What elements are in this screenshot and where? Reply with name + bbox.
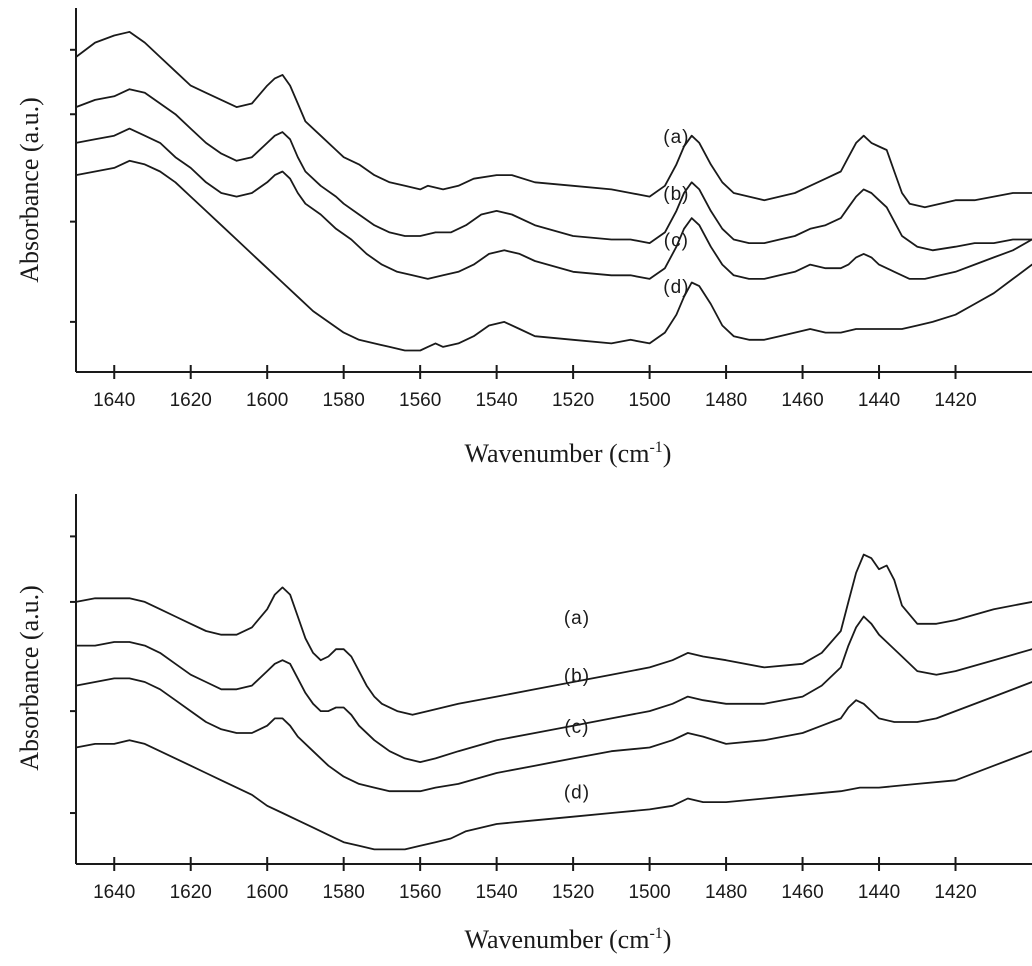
x-tick-label: 1480 bbox=[705, 882, 747, 903]
curve-label-b: (b) bbox=[663, 184, 689, 205]
x-tick-label: 1460 bbox=[781, 882, 823, 903]
spectrum-chart-top: 1640 1620 1600 1580 1560 1540 1520 1500 1480 1460… bbox=[15, 8, 1032, 468]
chart-panel-bottom: 1640 1620 1600 1580 1560 1540 1520 1500 1480 1460… bbox=[0, 488, 1032, 966]
x-axis-title: Wavenumber (cm-1) bbox=[465, 925, 672, 954]
x-axis-title: Wavenumber (cm-1) bbox=[465, 439, 672, 468]
x-tick-label: 1620 bbox=[170, 390, 212, 411]
x-tick-label: 1560 bbox=[399, 882, 441, 903]
spectrum-curve-a bbox=[75, 31, 1032, 209]
spectrum-curve-d bbox=[75, 159, 1032, 352]
x-tick-label: 1440 bbox=[858, 390, 900, 411]
curve-label-a: (a) bbox=[564, 608, 590, 629]
x-tick-label: 1600 bbox=[246, 882, 288, 903]
spectrum-curve-d bbox=[75, 739, 1032, 851]
x-tick-label: 1620 bbox=[170, 882, 212, 903]
x-tick-label: 1460 bbox=[781, 390, 823, 411]
curve-label-d: (d) bbox=[663, 277, 689, 298]
y-axis-title: Absorbance (a.u.) bbox=[15, 97, 44, 283]
curve-label-c: (c) bbox=[564, 717, 589, 738]
x-tick-label: 1640 bbox=[93, 390, 135, 411]
spectrum-curve-a bbox=[75, 553, 1032, 716]
curve-label-c: (c) bbox=[664, 231, 689, 252]
x-tick-label: 1520 bbox=[552, 390, 594, 411]
x-tick-label: 1540 bbox=[475, 882, 517, 903]
x-tick-label: 1500 bbox=[628, 390, 670, 411]
x-tick-label: 1480 bbox=[705, 390, 747, 411]
x-tick-label: 1580 bbox=[323, 882, 365, 903]
curve-label-a: (a) bbox=[663, 127, 689, 148]
spectrum-curve-b bbox=[75, 88, 1032, 252]
x-tick-label: 1440 bbox=[858, 882, 900, 903]
spectrum-curve-c bbox=[75, 127, 1032, 280]
spectrum-chart-bottom: 1640 1620 1600 1580 1560 1540 1520 1500 1480 1460… bbox=[15, 494, 1032, 954]
x-tick-label: 1520 bbox=[552, 882, 594, 903]
x-tick-label: 1420 bbox=[934, 882, 976, 903]
curve-label-d: (d) bbox=[564, 782, 590, 803]
x-tick-label: 1540 bbox=[475, 390, 517, 411]
x-tick-label: 1640 bbox=[93, 882, 135, 903]
x-tick-label: 1500 bbox=[628, 882, 670, 903]
x-tick-label: 1420 bbox=[934, 390, 976, 411]
curve-label-b: (b) bbox=[564, 666, 590, 687]
spectrum-curve-b bbox=[75, 615, 1032, 763]
y-axis-title: Absorbance (a.u.) bbox=[15, 585, 44, 771]
spectrum-curve-c bbox=[75, 677, 1032, 793]
chart-panel-top: 1640 1620 1600 1580 1560 1540 1520 1500 1480 1460… bbox=[0, 0, 1032, 480]
x-tick-label: 1580 bbox=[323, 390, 365, 411]
x-tick-label: 1560 bbox=[399, 390, 441, 411]
x-tick-label: 1600 bbox=[246, 390, 288, 411]
